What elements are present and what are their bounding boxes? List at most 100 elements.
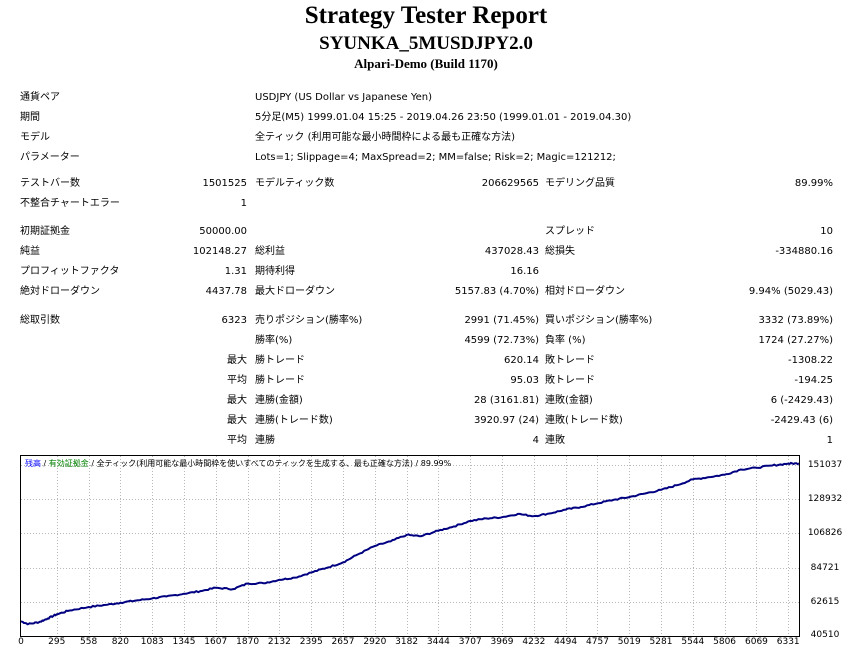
short-positions-label: 売りポジション(勝率%) — [255, 315, 363, 326]
average-prefix: 平均 — [227, 375, 247, 386]
x-tick-label: 3444 — [426, 637, 450, 647]
x-tick-label: 2132 — [267, 637, 291, 647]
x-tick-label: 3182 — [395, 637, 419, 647]
ticks-label: モデルティック数 — [255, 178, 335, 189]
gross-profit-value: 437028.43 — [484, 246, 539, 257]
x-tick-label: 6331 — [776, 637, 800, 647]
x-tick-label: 5544 — [681, 637, 705, 647]
deposit-value: 50000.00 — [199, 226, 247, 237]
x-tick-label: 558 — [80, 637, 98, 647]
chart-legend: 残高 / 有効証拠金 / 全ティック(利用可能な最小時間枠を使いすべてのティック… — [25, 459, 451, 469]
net-profit-value: 102148.27 — [192, 246, 247, 257]
average-win-label: 勝トレード — [255, 375, 305, 386]
profit-factor-value: 1.31 — [224, 266, 247, 277]
x-tick-label: 4232 — [522, 637, 546, 647]
x-tick-label: 5806 — [713, 637, 737, 647]
x-tick-label: 295 — [48, 637, 66, 647]
loss-trades-value: 1724 (27.27%) — [758, 335, 833, 346]
average-consecutive-losses-value: 1 — [826, 435, 833, 446]
maximal-drawdown-label: 最大ドローダウン — [255, 286, 335, 297]
x-tick-label: 1607 — [204, 637, 228, 647]
x-tick-label: 5281 — [649, 637, 673, 647]
average-consecutive-wins-label: 連勝 — [255, 435, 275, 446]
spread-value: 10 — [820, 226, 833, 237]
relative-drawdown-value: 9.94% (5029.43) — [748, 286, 833, 297]
average-win-value: 95.03 — [510, 375, 539, 386]
x-tick-label: 5019 — [617, 637, 641, 647]
balance-chart: 残高 / 有効証拠金 / 全ティック(利用可能な最小時間枠を使いすべてのティック… — [20, 455, 800, 637]
max-consecutive-loss-label: 連敗(トレード数) — [545, 415, 623, 426]
x-tick-label: 2395 — [299, 637, 323, 647]
balance-series-line — [21, 461, 799, 626]
expected-payoff-value: 16.16 — [510, 266, 539, 277]
y-tick-label: 106826 — [807, 528, 843, 539]
profit-trades-label: 勝率(%) — [255, 335, 293, 346]
profit-trades-value: 4599 (72.73%) — [464, 335, 539, 346]
quality-value: 89.99% — [794, 178, 833, 189]
params-label: パラメーター — [20, 152, 80, 163]
y-tick-label: 128932 — [807, 494, 843, 505]
ticks-value: 206629565 — [481, 178, 539, 189]
gross-loss-label: 総損失 — [545, 246, 575, 257]
quality-label: モデリング品質 — [545, 178, 615, 189]
x-tick-label: 4494 — [554, 637, 578, 647]
loss-trades-label: 負率 (%) — [545, 335, 586, 346]
x-tick-label: 2920 — [363, 637, 387, 647]
x-tick-label: 1083 — [140, 637, 164, 647]
max-consecutive-losses-value: 6 (-2429.43) — [770, 395, 833, 406]
long-positions-label: 買いポジション(勝率%) — [545, 315, 653, 326]
short-positions-value: 2991 (71.45%) — [464, 315, 539, 326]
errors-label: 不整合チャートエラー — [20, 198, 120, 209]
max-consecutive-prefix: 最大 — [227, 395, 247, 406]
params-value: Lots=1; Slippage=4; MaxSpread=2; MM=fals… — [255, 152, 616, 163]
largest-loss-value: -1308.22 — [788, 355, 833, 366]
balance-chart-svg — [21, 456, 799, 636]
errors-value: 1 — [240, 198, 247, 209]
y-tick-label: 62615 — [810, 596, 840, 607]
largest-win-label: 勝トレード — [255, 355, 305, 366]
average-consecutive-wins-value: 4 — [532, 435, 539, 446]
report-title: Strategy Tester Report — [304, 2, 548, 29]
x-tick-label: 3707 — [458, 637, 482, 647]
max-consecutive-profit-value: 3920.97 (24) — [473, 415, 539, 426]
max-consecutive-amount-prefix: 最大 — [227, 415, 247, 426]
absolute-drawdown-label: 絶対ドローダウン — [20, 286, 100, 297]
x-tick-label: 0 — [18, 637, 24, 647]
legend-separator: / — [88, 459, 97, 468]
net-profit-label: 純益 — [20, 246, 40, 257]
y-tick-label: 84721 — [810, 562, 840, 573]
server-build: Alpari-Demo (Build 1170) — [354, 56, 498, 71]
model-label: モデル — [20, 132, 50, 143]
total-trades-label: 総取引数 — [20, 315, 60, 326]
max-consecutive-loss-value: -2429.43 (6) — [770, 415, 833, 426]
maximal-drawdown-value: 5157.83 (4.70%) — [454, 286, 539, 297]
average-loss-value: -194.25 — [794, 375, 833, 386]
max-consecutive-profit-label: 連勝(トレード数) — [255, 415, 333, 426]
legend-balance: 残高 — [25, 459, 41, 468]
largest-win-value: 620.14 — [504, 355, 539, 366]
max-consecutive-losses-label: 連敗(金額) — [545, 395, 593, 406]
x-tick-label: 4757 — [586, 637, 609, 647]
total-trades-value: 6323 — [221, 315, 247, 326]
y-tick-label: 151037 — [807, 459, 843, 470]
period-label: 期間 — [20, 112, 40, 123]
bars-label: テストバー数 — [20, 178, 80, 189]
period-value: 5分足(M5) 1999.01.04 15:25 - 2019.04.26 23… — [255, 112, 632, 123]
x-tick-label: 1870 — [236, 637, 260, 647]
symbol-value: USDJPY (US Dollar vs Japanese Yen) — [255, 92, 433, 103]
absolute-drawdown-value: 4437.78 — [205, 286, 247, 297]
profit-factor-label: プロフィットファクタ — [20, 266, 120, 277]
long-positions-value: 3332 (73.89%) — [758, 315, 833, 326]
average-consecutive-losses-label: 連敗 — [545, 435, 565, 446]
average-consecutive-prefix: 平均 — [227, 435, 247, 446]
legend-equity: 有効証拠金 — [48, 459, 89, 468]
legend-separator: / — [41, 459, 49, 468]
gross-profit-label: 総利益 — [255, 246, 285, 257]
expected-payoff-label: 期待利得 — [255, 266, 295, 277]
deposit-label: 初期証拠金 — [20, 226, 70, 237]
x-tick-label: 820 — [111, 637, 129, 647]
x-tick-label: 1345 — [172, 637, 196, 647]
largest-prefix: 最大 — [227, 355, 247, 366]
model-value: 全ティック (利用可能な最小時間枠による最も正確な方法) — [255, 132, 516, 143]
relative-drawdown-label: 相対ドローダウン — [545, 286, 625, 297]
